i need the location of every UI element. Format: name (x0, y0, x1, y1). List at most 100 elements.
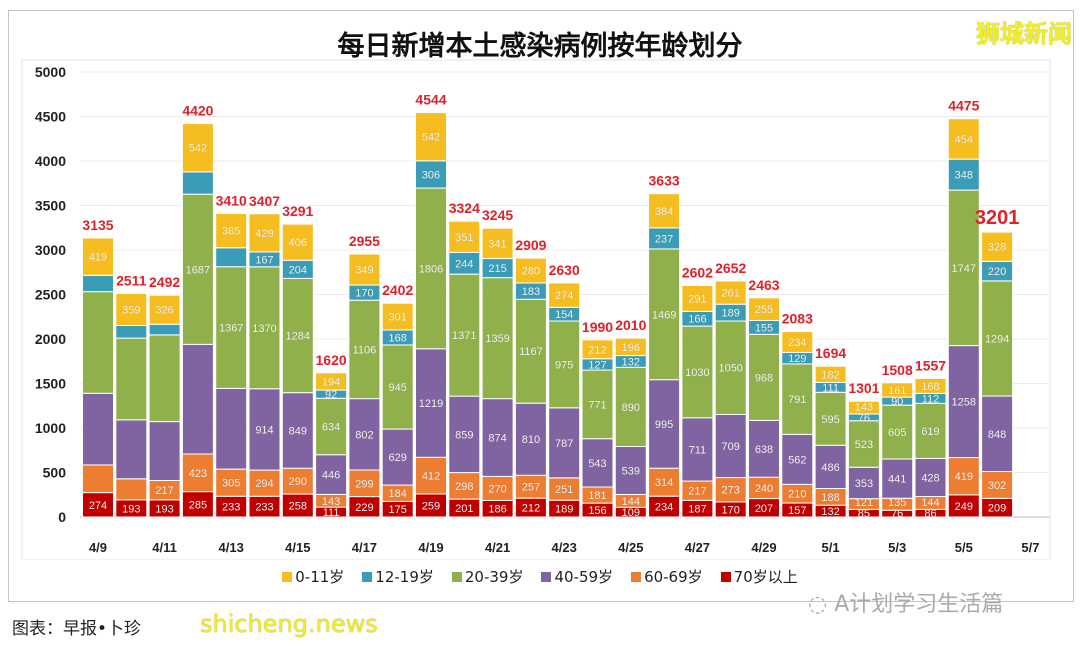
data-label: 1294 (985, 333, 1009, 345)
data-label: 1367 (219, 323, 243, 335)
data-label: 229 (355, 502, 373, 514)
bar-segment (181, 453, 214, 493)
total-label: 1301 (848, 380, 879, 396)
total-label: 2492 (149, 274, 180, 290)
x-tick-label: 4/21 (485, 540, 510, 555)
bar-segment (648, 193, 681, 229)
data-label: 562 (788, 454, 806, 466)
credit: 图表：早报•卜珍 (12, 619, 142, 639)
y-tick-label: 3000 (35, 242, 66, 258)
data-label: 1806 (419, 263, 443, 275)
legend-swatch (631, 572, 642, 582)
data-label: 201 (455, 503, 473, 515)
data-label: 193 (155, 503, 173, 515)
total-label: 2402 (382, 282, 413, 298)
data-label: 166 (688, 314, 706, 326)
data-label: 280 (522, 266, 540, 278)
data-label: 634 (322, 421, 340, 433)
bar-segment (748, 333, 780, 421)
bar-segment (115, 337, 148, 421)
data-label: 629 (389, 452, 407, 464)
total-label: 2463 (748, 277, 779, 293)
bar-segment (381, 302, 414, 331)
legend-item: 70岁以上 (720, 566, 798, 587)
data-label: 127 (588, 359, 606, 371)
total-label: 3410 (216, 193, 247, 209)
data-label: 220 (988, 266, 1006, 278)
bar-segment (248, 388, 281, 471)
data-label: 92 (325, 389, 337, 401)
y-tick-label: 1500 (35, 376, 66, 392)
total-label: 4475 (948, 98, 979, 114)
legend: 0-11岁 12-19岁 20-39岁 40-59岁 60-69岁 70岁以上 (0, 566, 1080, 587)
total-label: 1557 (915, 357, 946, 373)
bar-segment (415, 112, 447, 162)
bar-segment (981, 280, 1014, 397)
bar-segment (714, 280, 747, 305)
bar-segment (714, 320, 747, 415)
data-label: 167 (255, 254, 273, 266)
data-label: 859 (455, 429, 473, 441)
bar-segment (614, 337, 647, 357)
y-tick-label: 2000 (35, 331, 66, 347)
legend-swatch (451, 572, 462, 582)
x-tick-label: 4/17 (352, 540, 377, 555)
data-label: 270 (488, 483, 506, 495)
watermark-site: shicheng.news (200, 610, 378, 638)
data-label: 175 (389, 504, 407, 516)
data-label: 423 (189, 468, 207, 480)
data-label: 170 (355, 288, 373, 300)
bar-segment (914, 377, 947, 394)
data-label: 619 (921, 426, 939, 438)
data-label: 90 (891, 396, 903, 408)
chart-frame (8, 10, 1074, 602)
y-tick-label: 2500 (35, 287, 66, 303)
data-label: 273 (722, 485, 740, 497)
data-label: 144 (921, 497, 939, 509)
data-label: 274 (555, 290, 573, 302)
plot-area (21, 59, 1051, 560)
data-label: 302 (988, 480, 1006, 492)
bar-segment (148, 334, 181, 423)
data-label: 294 (255, 478, 273, 490)
data-label: 1106 (353, 344, 377, 356)
data-label: 1747 (952, 263, 976, 275)
bar-segment (681, 284, 714, 312)
data-label: 132 (821, 506, 839, 518)
bar-segment (115, 293, 148, 326)
data-label: 595 (821, 414, 839, 426)
data-label: 210 (788, 489, 806, 501)
legend-item: 40-59岁 (541, 566, 613, 587)
bar-segment (648, 379, 681, 469)
bar-segment (315, 397, 348, 456)
data-label: 542 (189, 143, 207, 155)
legend-item: 60-69岁 (631, 566, 703, 587)
legend-item: 20-39岁 (451, 566, 523, 587)
data-label: 257 (522, 482, 540, 494)
bar-segment (281, 223, 314, 261)
bar-segment (614, 446, 647, 495)
total-label: 2010 (615, 317, 646, 333)
bar-segment (714, 477, 747, 503)
data-label: 217 (688, 486, 706, 498)
bar-segment (248, 213, 281, 253)
bar-segment (781, 433, 814, 485)
bar-segment (215, 266, 248, 389)
data-label: 85 (858, 508, 870, 520)
data-label: 341 (488, 238, 506, 250)
data-label: 995 (655, 419, 673, 431)
data-label: 359 (122, 304, 140, 316)
data-label: 428 (921, 472, 939, 484)
total-label: 3245 (482, 207, 513, 223)
data-label: 291 (688, 293, 706, 305)
legend-label: 60-69岁 (644, 568, 703, 586)
total-label: 3407 (249, 193, 280, 209)
legend-label: 40-59岁 (554, 568, 614, 586)
bar-segment (115, 419, 148, 480)
data-label: 234 (788, 337, 806, 349)
bar-segment (248, 266, 281, 390)
legend-swatch (541, 572, 552, 582)
data-label: 349 (355, 265, 373, 277)
data-label: 353 (855, 478, 873, 490)
data-label: 144 (622, 496, 640, 508)
